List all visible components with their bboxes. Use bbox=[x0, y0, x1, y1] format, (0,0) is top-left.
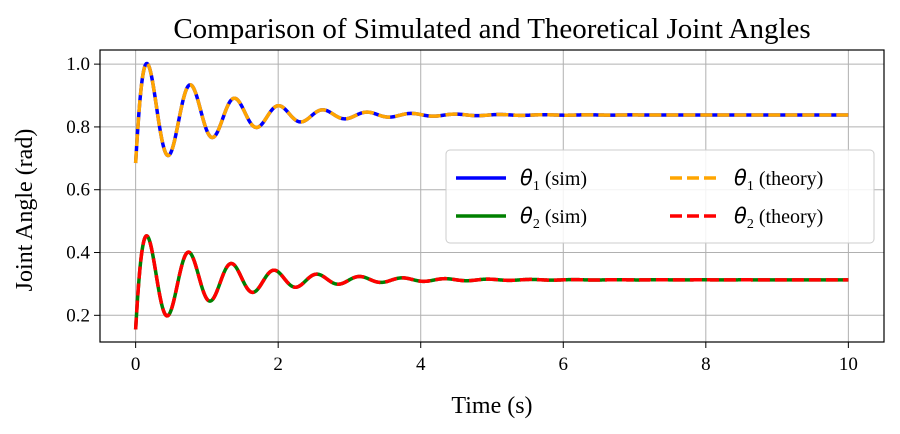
x-tick-label: 2 bbox=[273, 354, 283, 375]
x-axis-label: Time (s) bbox=[451, 393, 532, 419]
plot-area-frame bbox=[99, 49, 885, 343]
y-tick-label: 1.0 bbox=[66, 54, 90, 75]
y-tick-label: 0.6 bbox=[66, 180, 90, 201]
x-tick-label: 4 bbox=[416, 354, 426, 375]
legend: θ1 (sim) θ2 (sim) θ1 (theory) θ2 (theory) bbox=[445, 149, 875, 244]
plot-lines bbox=[133, 61, 850, 330]
y-tick-label: 0.4 bbox=[66, 243, 90, 264]
legend-box bbox=[445, 149, 875, 244]
x-tick-label: 8 bbox=[701, 354, 711, 375]
x-tick-label: 10 bbox=[839, 354, 858, 375]
axis-ticks: 0 2 4 6 8 10 0.2 0.4 0.6 0.8 1.0 bbox=[66, 54, 858, 375]
series-line-4 bbox=[133, 234, 850, 330]
chart-title: Comparison of Simulated and Theoretical … bbox=[173, 13, 810, 45]
legend-label: θ2 (theory) bbox=[734, 204, 823, 232]
y-tick-label: 0.8 bbox=[66, 117, 90, 138]
y-tick-label: 0.2 bbox=[66, 305, 90, 326]
series-line-3 bbox=[133, 61, 850, 164]
legend-label: θ2 (sim) bbox=[520, 204, 587, 232]
legend-label: θ1 (sim) bbox=[520, 166, 587, 194]
legend-label: θ1 (theory) bbox=[734, 166, 823, 194]
x-tick-label: 0 bbox=[131, 354, 141, 375]
y-axis-label: Joint Angle (rad) bbox=[12, 129, 38, 292]
x-tick-label: 6 bbox=[559, 354, 569, 375]
